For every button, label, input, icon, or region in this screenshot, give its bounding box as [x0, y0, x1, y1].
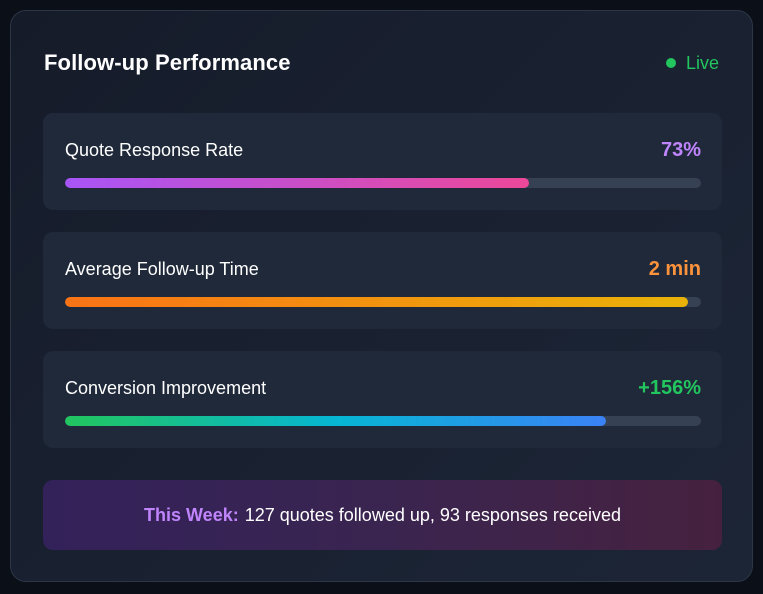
metric-conversion-improvement: Conversion Improvement +156%	[43, 351, 722, 448]
metric-average-follow-up-time: Average Follow-up Time 2 min	[43, 232, 722, 329]
metric-label: Average Follow-up Time	[65, 259, 259, 279]
card-header: Follow-up Performance Live	[44, 47, 719, 79]
metric-quote-response-rate: Quote Response Rate 73%	[43, 113, 722, 210]
progress-track	[65, 178, 701, 188]
live-status-indicator: Live	[665, 52, 719, 74]
summary-key: This Week:	[144, 504, 239, 525]
progress-track	[65, 297, 701, 307]
metric-value: +156%	[638, 377, 701, 399]
weekly-summary-banner: This Week: 127 quotes followed up, 93 re…	[43, 480, 722, 550]
live-dot-icon	[665, 58, 676, 68]
progress-fill	[65, 178, 530, 188]
progress-fill	[65, 416, 606, 426]
metric-value: 2 min	[648, 258, 701, 280]
progress-fill	[65, 297, 689, 307]
progress-track	[65, 416, 701, 426]
card-title: Follow-up Performance	[44, 50, 291, 75]
metric-value: 73%	[660, 139, 701, 161]
summary-text: 127 quotes followed up, 93 responses rec…	[244, 504, 621, 525]
metric-label: Quote Response Rate	[65, 140, 244, 160]
follow-up-performance-card: Follow-up Performance Live Quote Respons…	[10, 10, 753, 582]
metric-label: Conversion Improvement	[65, 378, 267, 398]
live-status-label: Live	[685, 52, 719, 73]
